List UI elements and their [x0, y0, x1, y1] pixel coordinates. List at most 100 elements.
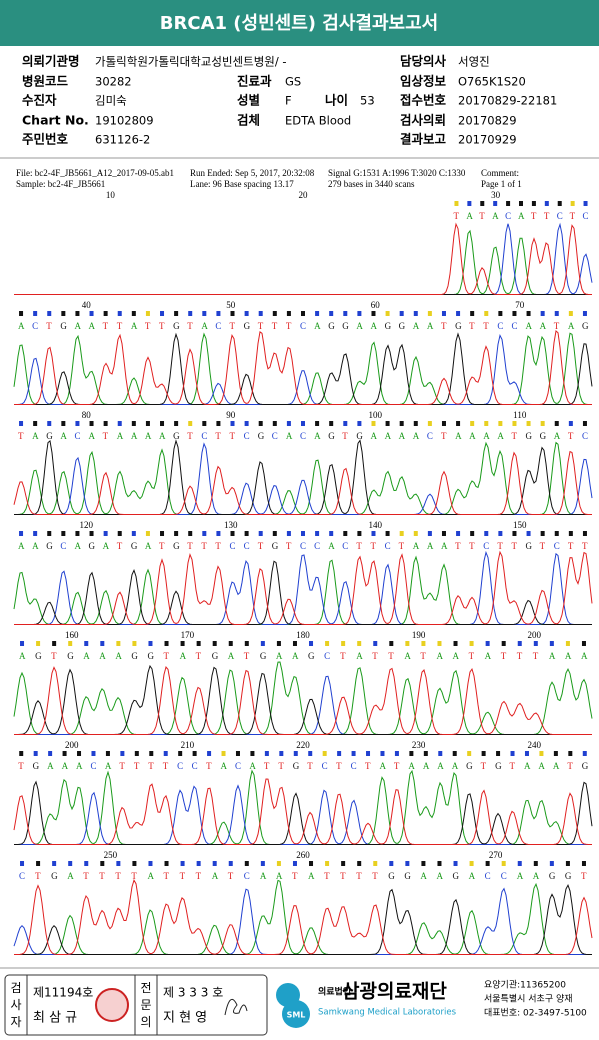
- quality-mark: [131, 421, 136, 426]
- quality-mark: [164, 861, 169, 866]
- trace: [14, 883, 592, 955]
- quality-mark: [582, 531, 587, 536]
- quality-mark: [178, 751, 183, 756]
- quality-mark: [526, 421, 531, 426]
- quality-mark: [427, 421, 432, 426]
- quality-mark: [519, 201, 523, 206]
- info-value: 53: [360, 94, 375, 108]
- quality-mark: [264, 751, 269, 756]
- base-position: 150: [513, 520, 527, 530]
- trace: [14, 664, 592, 735]
- info-label: 검사의뢰: [400, 113, 446, 128]
- quality-mark: [421, 861, 426, 866]
- quality-mark: [216, 421, 221, 426]
- quality-mark: [230, 421, 235, 426]
- quality-mark: [292, 861, 297, 866]
- trace: [14, 780, 593, 845]
- quality-mark: [258, 531, 263, 536]
- quality-mark: [244, 421, 249, 426]
- quality-mark: [286, 311, 291, 316]
- org-phone: 대표번호: 02-3497-5100: [484, 1008, 587, 1019]
- quality-mark: [570, 201, 575, 206]
- quality-mark: [373, 861, 378, 866]
- quality-mark: [244, 641, 249, 646]
- quality-mark: [148, 641, 153, 646]
- quality-mark: [554, 531, 559, 536]
- quality-mark: [180, 641, 185, 646]
- quality-mark: [84, 641, 89, 646]
- base-position: 40: [82, 300, 92, 310]
- quality-mark: [554, 311, 559, 316]
- info-label: 결과보고: [400, 132, 447, 147]
- trace: [13, 778, 592, 845]
- quality-mark: [481, 751, 486, 756]
- quality-mark: [145, 421, 150, 426]
- quality-mark: [244, 311, 249, 316]
- quality-mark: [75, 421, 80, 426]
- quality-mark: [441, 311, 446, 316]
- info-value: 20170829: [458, 114, 517, 128]
- chromatogram-meta: Signal G:1531 A:1996 T:3020 C:1330: [328, 168, 466, 178]
- chromatogram-meta: Lane: 96 Base spacing 13.17: [190, 179, 294, 189]
- signature-box: [4, 974, 268, 1036]
- quality-mark: [554, 421, 559, 426]
- quality-mark: [405, 641, 410, 646]
- base-position: 180: [296, 630, 310, 640]
- base-position: 130: [224, 520, 238, 530]
- quality-mark: [568, 531, 573, 536]
- quality-mark: [132, 641, 137, 646]
- base-position: 260: [296, 850, 310, 860]
- quality-mark: [510, 751, 515, 756]
- quality-mark: [531, 201, 536, 206]
- quality-mark: [61, 311, 66, 316]
- quality-mark: [454, 201, 459, 206]
- quality-mark: [557, 201, 562, 206]
- base-position: 30: [491, 190, 501, 200]
- quality-mark: [517, 641, 522, 646]
- quality-mark: [315, 531, 320, 536]
- quality-mark: [52, 641, 57, 646]
- quality-mark: [512, 311, 517, 316]
- quality-mark: [409, 751, 414, 756]
- quality-mark: [134, 751, 139, 756]
- quality-mark: [117, 531, 122, 536]
- quality-mark: [568, 751, 573, 756]
- info-value: EDTA Blood: [285, 114, 351, 128]
- quality-mark: [568, 311, 573, 316]
- quality-mark: [212, 861, 217, 866]
- trace: [14, 878, 593, 955]
- quality-mark: [250, 751, 255, 756]
- quality-mark: [100, 861, 105, 866]
- quality-mark: [33, 531, 38, 536]
- quality-mark: [329, 311, 334, 316]
- quality-mark: [582, 751, 587, 756]
- quality-mark: [469, 861, 474, 866]
- info-label: 수진자: [22, 93, 57, 108]
- quality-mark: [549, 641, 554, 646]
- info-label: 주민번호: [22, 132, 69, 147]
- quality-mark: [61, 421, 66, 426]
- quality-mark: [565, 861, 570, 866]
- quality-mark: [131, 531, 136, 536]
- quality-mark: [33, 311, 38, 316]
- info-value: O765K1S20: [458, 75, 526, 89]
- quality-mark: [485, 861, 490, 866]
- quality-mark: [405, 861, 410, 866]
- quality-mark: [357, 421, 362, 426]
- quality-mark: [48, 751, 53, 756]
- info-label: 성별: [237, 93, 260, 108]
- quality-mark: [568, 421, 573, 426]
- base-position: 80: [82, 410, 92, 420]
- quality-mark: [202, 311, 207, 316]
- quality-mark: [207, 751, 212, 756]
- quality-mark: [389, 861, 394, 866]
- quality-mark: [308, 751, 313, 756]
- quality-mark: [357, 861, 362, 866]
- base-position: 10: [106, 190, 116, 200]
- quality-mark: [453, 641, 458, 646]
- quality-mark: [549, 861, 554, 866]
